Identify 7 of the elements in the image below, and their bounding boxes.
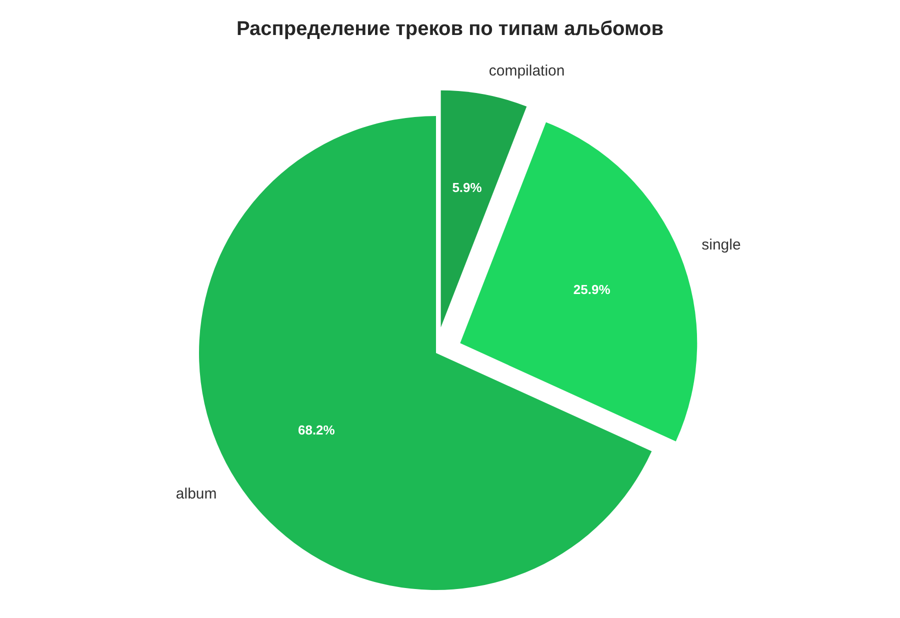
slice-label: album: [176, 486, 217, 503]
slice-label: compilation: [488, 62, 565, 80]
data-label: 68.2%: [298, 422, 336, 438]
data-label: 5.9%: [452, 180, 482, 196]
slice-label: single: [702, 236, 741, 254]
chart-title: Распределение треков по типам альбомов: [236, 18, 664, 40]
data-label: 25.9%: [573, 282, 611, 298]
